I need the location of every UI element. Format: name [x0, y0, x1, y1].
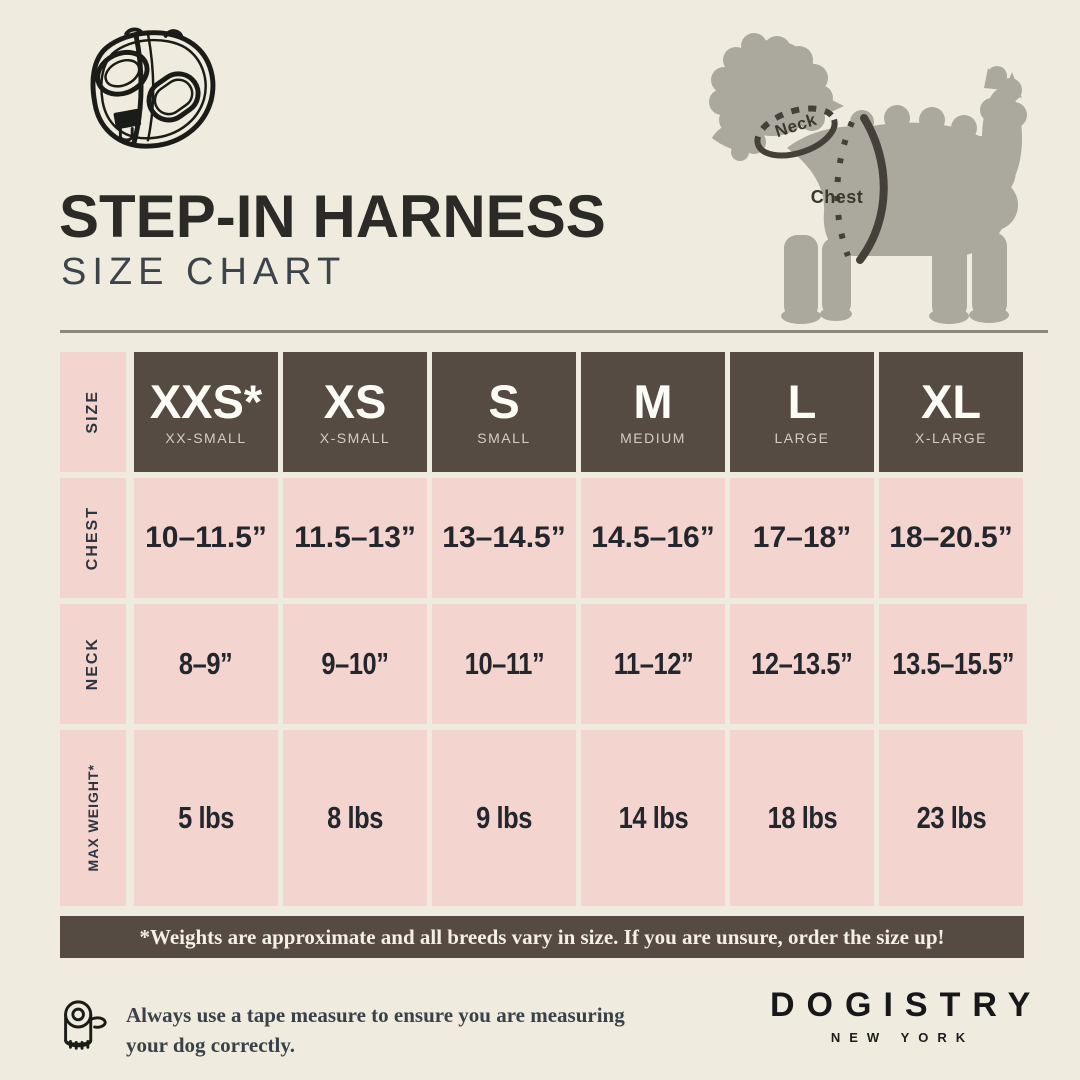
footnote-text: *Weights are approximate and all breeds …	[139, 924, 945, 949]
page-title: STEP-IN HARNESS	[59, 183, 606, 250]
page-subtitle: SIZE CHART	[61, 251, 347, 293]
weight-cell: 9 lbs	[432, 730, 576, 906]
divider	[60, 330, 1048, 333]
neck-cell: 11–12”	[581, 604, 725, 724]
chest-cell: 10–11.5”	[134, 478, 278, 598]
neck-cell: 8–9”	[134, 604, 278, 724]
tape-measure-icon	[64, 1000, 107, 1050]
measure-tip: Always use a tape measure to ensure you …	[126, 1001, 625, 1061]
weight-cell: 23 lbs	[879, 730, 1023, 906]
measure-tip-line2: your dog correctly.	[126, 1032, 295, 1057]
max-weight-row: MAX WEIGHT* 5 lbs 8 lbs 9 lbs 14 lbs 18 …	[60, 730, 1024, 906]
chest-cell: 14.5–16”	[581, 478, 725, 598]
weight-cell: 8 lbs	[283, 730, 427, 906]
weight-cell: 18 lbs	[730, 730, 874, 906]
chest-cell: 13–14.5”	[432, 478, 576, 598]
table-header-row: SIZE XXS* XX-SMALL XS X-SMALL S SMALL M …	[60, 352, 1024, 472]
neck-ring	[754, 105, 838, 159]
chest-cell: 18–20.5”	[879, 478, 1023, 598]
chest-cell: 17–18”	[730, 478, 874, 598]
col-header-l: L LARGE	[730, 352, 874, 472]
chest-line	[834, 114, 888, 264]
dog-silhouette	[709, 33, 1027, 324]
brand-logo: DOGISTRY NEW YORK	[758, 986, 1038, 1045]
weight-cell: 5 lbs	[134, 730, 278, 906]
row-label-neck: NECK	[60, 604, 126, 724]
col-header-xs: XS X-SMALL	[283, 352, 427, 472]
col-header-xl: XL X-LARGE	[879, 352, 1023, 472]
row-label-size: SIZE	[60, 352, 126, 472]
brand-subtitle: NEW YORK	[830, 1030, 975, 1045]
neck-cell: 9–10”	[283, 604, 427, 724]
col-header-s: S SMALL	[432, 352, 576, 472]
row-label-max-weight: MAX WEIGHT*	[60, 730, 126, 906]
footnote-bar: *Weights are approximate and all breeds …	[60, 916, 1024, 958]
chest-row: CHEST 10–11.5” 11.5–13” 13–14.5” 14.5–16…	[60, 478, 1024, 598]
col-header-m: M MEDIUM	[581, 352, 725, 472]
neck-cell: 10–11”	[432, 604, 576, 724]
brand-name: DOGISTRY	[770, 986, 1043, 1024]
dog-measure-diagram: Neck Chest	[709, 33, 1027, 324]
neck-cell: 13.5–15.5”	[879, 604, 1028, 724]
chest-label: Chest	[811, 187, 864, 207]
chest-cell: 11.5–13”	[283, 478, 427, 598]
weight-cell: 14 lbs	[581, 730, 725, 906]
size-chart-table: SIZE XXS* XX-SMALL XS X-SMALL S SMALL M …	[60, 352, 1028, 912]
harness-icon	[90, 27, 216, 149]
measure-tip-line1: Always use a tape measure to ensure you …	[126, 1003, 625, 1027]
col-header-xxs: XXS* XX-SMALL	[134, 352, 278, 472]
row-label-chest: CHEST	[60, 478, 126, 598]
neck-row: NECK 8–9” 9–10” 10–11” 11–12” 12–13.5” 1…	[60, 604, 1028, 724]
neck-cell: 12–13.5”	[730, 604, 874, 724]
